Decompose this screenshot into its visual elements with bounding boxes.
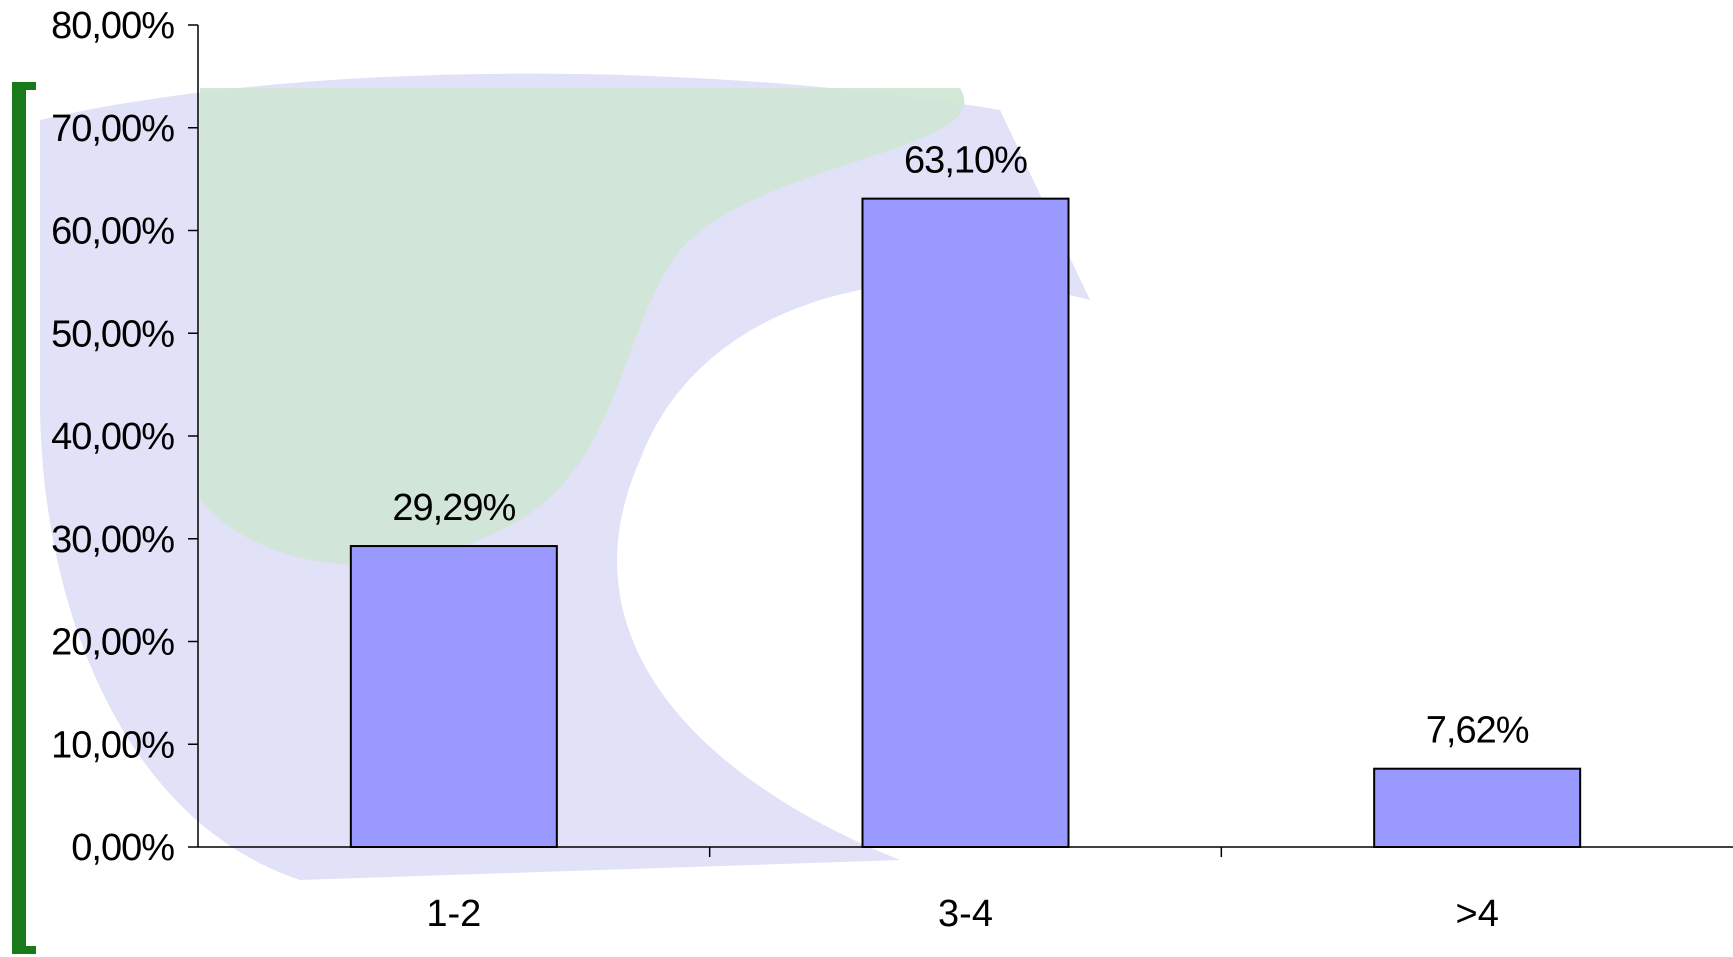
y-tick-label: 30,00% bbox=[51, 519, 174, 561]
data-label: 63,10% bbox=[904, 140, 1027, 182]
bracket-top-cap bbox=[12, 82, 36, 90]
bar-3-4 bbox=[861, 197, 1070, 848]
x-category-label: >4 bbox=[1456, 893, 1499, 935]
y-tick-label: 20,00% bbox=[51, 622, 174, 664]
bar->4 bbox=[1373, 767, 1582, 849]
x-category-label: 3-4 bbox=[938, 893, 993, 935]
bar-1-2 bbox=[349, 545, 558, 848]
x-category-label: 1-2 bbox=[426, 893, 481, 935]
background-watermark bbox=[40, 73, 1090, 880]
watermark-green-shape bbox=[200, 88, 965, 565]
y-tick-label: 0,00% bbox=[71, 827, 174, 869]
bracket-bar bbox=[12, 82, 26, 954]
y-tick-label: 10,00% bbox=[51, 724, 174, 766]
y-tick-label: 40,00% bbox=[51, 416, 174, 458]
y-tick-label: 80,00% bbox=[51, 5, 174, 47]
y-tick-label: 60,00% bbox=[51, 211, 174, 253]
data-label: 29,29% bbox=[392, 487, 515, 529]
y-tick-label: 50,00% bbox=[51, 313, 174, 355]
x-axis-labels: 1-2 3-4 >4 bbox=[426, 893, 1498, 935]
y-axis-ticks: 0,00% 10,00% 20,00% 30,00% 40,00% 50,00% 60,00… bbox=[51, 5, 198, 869]
bars: 29,29% 63,10% 7,62% bbox=[349, 140, 1582, 849]
accent-bracket bbox=[12, 82, 36, 954]
y-tick-label: 70,00% bbox=[51, 108, 174, 150]
bracket-bottom-cap bbox=[12, 946, 36, 954]
data-label: 7,62% bbox=[1426, 710, 1529, 752]
